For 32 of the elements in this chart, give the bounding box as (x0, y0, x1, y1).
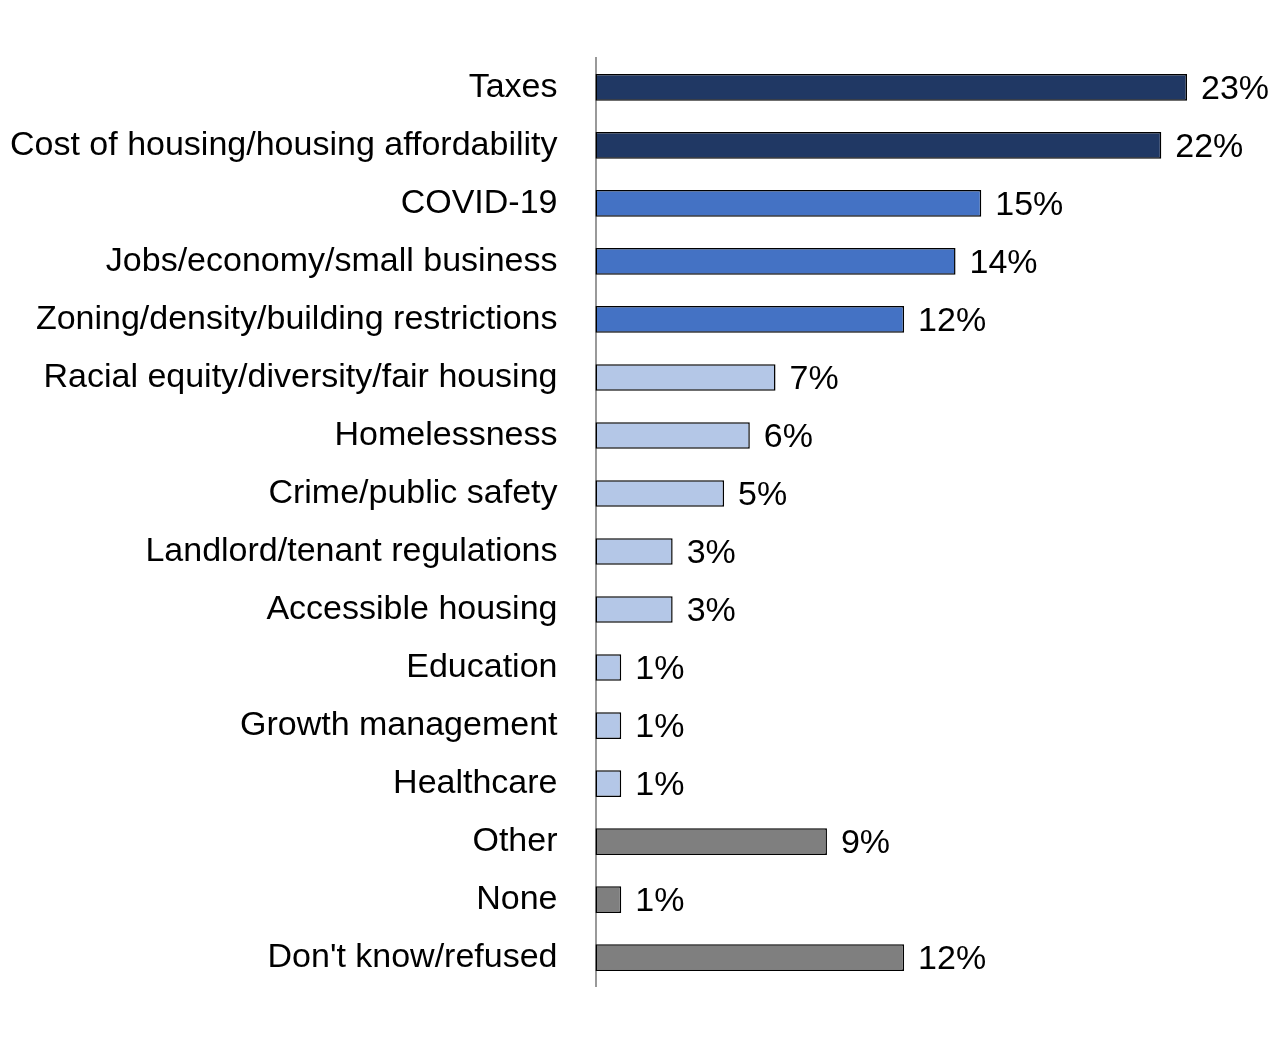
data-label: 14% (969, 241, 1038, 280)
data-label: 15% (995, 183, 1064, 222)
data-label: 7% (789, 357, 839, 396)
data-label: 12% (918, 299, 987, 338)
y-tick-label: Don't know/refused (267, 935, 558, 974)
y-tick-label: Jobs/economy/small business (105, 239, 558, 278)
y-tick-label: Accessible housing (266, 587, 558, 626)
y-tick-label: Other (472, 819, 558, 858)
data-label: 6% (763, 415, 813, 454)
y-tick-label: Racial equity/diversity/fair housing (43, 355, 558, 394)
y-tick-label: Education (406, 645, 558, 684)
y-tick-label: Healthcare (393, 761, 558, 800)
y-tick-label: Cost of housing/housing affordability (9, 123, 558, 162)
data-label: 1% (635, 879, 685, 918)
y-tick-label: Homelessness (334, 413, 558, 452)
data-label: 3% (686, 589, 736, 628)
y-tick-label: COVID-19 (400, 181, 558, 220)
data-label: 5% (738, 473, 788, 512)
data-label: 1% (635, 705, 685, 744)
data-label: 3% (686, 531, 736, 570)
y-tick-label: Landlord/tenant regulations (145, 529, 558, 568)
y-tick-label: None (476, 877, 558, 916)
data-label: 1% (635, 647, 685, 686)
data-label: 9% (840, 821, 891, 860)
y-tick-label: Taxes (468, 65, 558, 104)
y-tick-label: Zoning/density/building restrictions (35, 297, 558, 336)
data-label: 23% (1201, 67, 1270, 106)
y-tick-label: Growth management (240, 703, 559, 742)
data-label: 1% (635, 763, 685, 802)
y-tick-label: Crime/public safety (268, 471, 558, 510)
data-label: 12% (918, 937, 987, 976)
data-label: 22% (1175, 125, 1244, 164)
